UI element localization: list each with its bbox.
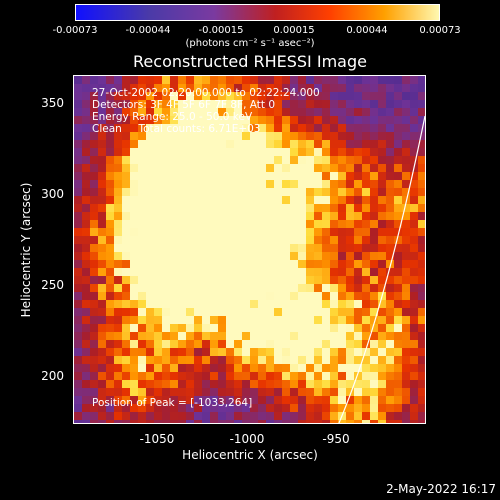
y-tick-label: 200 (41, 369, 64, 383)
x-tick-label: -1050 (139, 432, 175, 446)
y-tick-label: 350 (41, 96, 64, 110)
colorbar-tick: 0.00044 (346, 25, 388, 36)
info-time: 27-Oct-2002 02:20:00.000 to 02:22:24.000 (92, 87, 320, 99)
colorbar-tick: -0.00044 (125, 25, 171, 36)
y-tick-label: 300 (41, 187, 64, 201)
x-axis-label: Heliocentric X (arcsec) (182, 448, 318, 462)
x-tick-label: -950 (322, 432, 350, 446)
colorbar-tick: -0.00073 (52, 25, 98, 36)
heatmap-image (74, 76, 425, 423)
plot-title: Reconstructed RHESSI Image (133, 52, 367, 71)
timestamp: 2-May-2022 16:17 (386, 482, 496, 496)
info-energy: Energy Range: 25.0 - 50.0 keV (92, 111, 253, 123)
solar-limb-line (338, 115, 425, 423)
colorbar (75, 4, 440, 21)
info-counts: Clean Total counts: 6.71E+03 (92, 123, 261, 135)
colorbar-tick: 0.00073 (419, 25, 461, 36)
colorbar-tick: -0.00015 (198, 25, 244, 36)
x-tick-label: -1000 (229, 432, 265, 446)
image-plot: 27-Oct-2002 02:20:00.000 to 02:22:24.000… (73, 75, 426, 424)
peak-position: Position of Peak = [-1033,264] (92, 397, 253, 409)
colorbar-units: (photons cm⁻² s⁻¹ asec⁻²) (185, 38, 315, 49)
y-tick-label: 250 (41, 278, 64, 292)
colorbar-tick: 0.00015 (273, 25, 315, 36)
y-axis-label: Heliocentric Y (arcsec) (19, 182, 33, 318)
info-detectors: Detectors: 3F 4F 5F 6F 7F 8F, Att 0 (92, 99, 276, 111)
